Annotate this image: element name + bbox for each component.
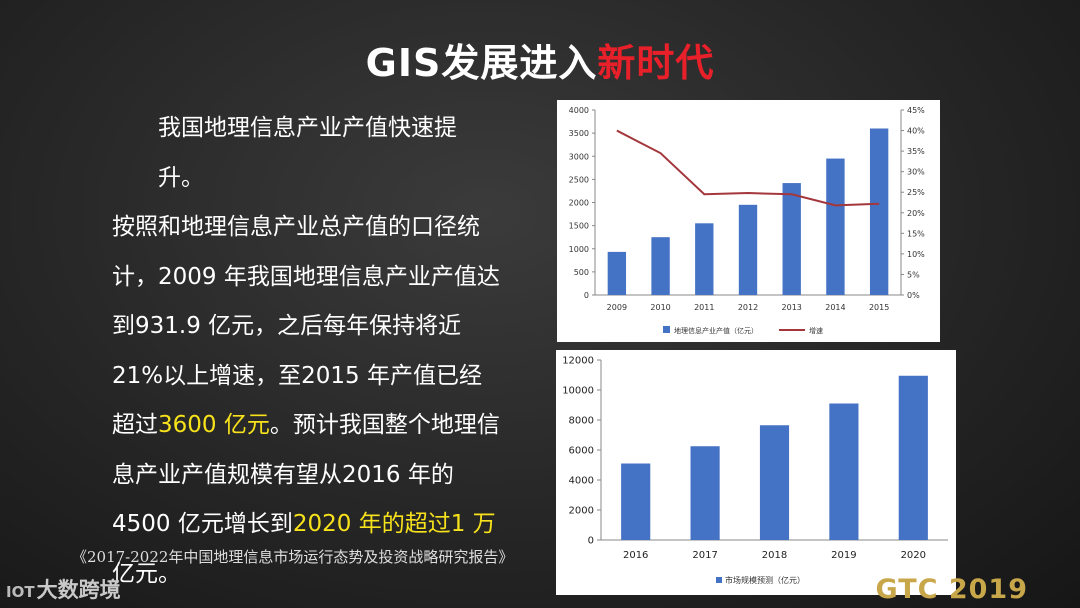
bar <box>621 463 651 540</box>
para-line-6-post: 。预计我国整个地理信 <box>269 412 500 438</box>
x-tick-label: 2012 <box>738 303 758 312</box>
y2-tick-label: 5% <box>907 270 920 279</box>
output-value-chart: 0 500 1000 1500 2000 2500 3000 3500 4000 0% 5% 10% 1… <box>557 100 940 342</box>
x-tick-label: 2010 <box>650 303 670 312</box>
y-tick-label: 12000 <box>562 356 594 367</box>
y-tick-label: 2500 <box>569 175 589 184</box>
y-tick-label: 0 <box>584 291 589 300</box>
y-tick-label: 3000 <box>569 152 589 161</box>
market-forecast-chart: 0 2000 4000 6000 8000 10000 12000 2016 2017 2018 2… <box>556 350 956 595</box>
x-tick-label: 2014 <box>825 303 845 312</box>
para-line-8-highlight: 2020 年的超过1 万 <box>292 511 496 537</box>
y2-tick-label: 30% <box>907 168 925 177</box>
para-line-5: 21%以上增速，至2015 年产值已经 <box>112 362 482 389</box>
output-value-chart-svg: 0 500 1000 1500 2000 2500 3000 3500 4000 0% 5% 10% 1… <box>569 106 926 335</box>
legend-line-label: 增速 <box>809 326 823 335</box>
x-tick-label: 2018 <box>762 550 787 561</box>
bar <box>898 375 928 540</box>
bar <box>651 237 670 295</box>
y-tick-label: 4000 <box>569 106 589 115</box>
x-tick-label: 2017 <box>692 550 717 561</box>
x-tick-label: 2015 <box>869 303 889 312</box>
y2-tick-label: 15% <box>907 229 925 238</box>
bar <box>695 223 714 295</box>
y2-tick-label: 25% <box>907 188 925 197</box>
y-tick-label: 8000 <box>569 416 594 427</box>
x-tick-label: 2020 <box>901 550 926 561</box>
bar <box>829 403 859 540</box>
brand-logo: IOT大数跨境 <box>6 574 121 604</box>
y2-tick-label: 0% <box>907 291 920 300</box>
legend-label: 市场规模预测（亿元） <box>725 575 805 585</box>
y-tick-label: 1500 <box>569 222 589 231</box>
para-line-6: 超过3600 亿元。预计我国整个地理信 <box>112 401 502 451</box>
x-tick-label: 2019 <box>831 550 856 561</box>
y2-tick-label: 35% <box>907 147 925 156</box>
bar <box>738 204 758 295</box>
y2-tick-label: 45% <box>907 106 925 115</box>
x-tick-label: 2011 <box>694 303 714 312</box>
para-line-6-pre: 超过 <box>112 412 158 438</box>
bar <box>607 251 627 295</box>
para-line-3: 计，2009 年我国地理信息产业产值达 <box>112 263 500 290</box>
brand-logo-text: 大数跨境 <box>36 578 121 602</box>
source-citation: 《2017-2022年中国地理信息市场运行态势及投资战略研究报告》 <box>72 548 514 566</box>
para-line-9: 亿元。 <box>112 560 181 587</box>
bar <box>759 425 790 540</box>
event-badge: GTC 2019 <box>875 574 1028 605</box>
bar <box>826 158 845 295</box>
x-tick-label: 2016 <box>623 550 648 561</box>
y-tick-label: 500 <box>574 268 589 277</box>
y-tick-label: 0 <box>588 536 594 547</box>
y2-tick-label: 40% <box>907 127 925 136</box>
x-tick-label: 2009 <box>607 303 627 312</box>
para-line-6-highlight: 3600 亿元 <box>158 412 270 438</box>
para-line-2: 按照和地理信息产业总产值的口径统 <box>112 214 480 240</box>
title-part2: 新时代 <box>597 41 715 85</box>
para-line-8: 4500 亿元增长到2020 年的超过1 万 <box>112 500 502 550</box>
body-paragraph: 我国地理信息产业产值快速提升。 按照和地理信息产业总产值的口径统 计，2009 … <box>112 104 502 599</box>
iot-logo-icon: IOT <box>6 583 35 601</box>
y2-tick-label: 20% <box>907 209 925 218</box>
para-line-1: 我国地理信息产业产值快速提升。 <box>158 115 457 191</box>
bar <box>782 183 801 295</box>
para-line-4: 到931.9 亿元，之后每年保持将近 <box>112 313 462 339</box>
y-tick-label: 4000 <box>569 476 594 487</box>
para-line-8-pre: 4500 亿元增长到 <box>112 511 293 537</box>
y-tick-label: 10000 <box>562 386 594 397</box>
market-forecast-chart-svg: 0 2000 4000 6000 8000 10000 12000 2016 2017 2018 2… <box>562 356 948 585</box>
legend-bar-swatch <box>663 326 670 333</box>
y-tick-label: 1000 <box>569 245 589 254</box>
title-part1: GIS发展进入 <box>365 41 598 85</box>
para-line-7: 息产业产值规模有望从2016 年的 <box>112 461 454 488</box>
legend-bar-label: 地理信息产业产值（亿元） <box>674 326 758 335</box>
legend-swatch <box>716 577 722 583</box>
page-title: GIS发展进入新时代 <box>0 32 1080 87</box>
bar <box>869 128 889 295</box>
y2-tick-label: 10% <box>907 250 925 259</box>
growth-line <box>616 129 880 207</box>
y-tick-label: 2000 <box>569 506 594 517</box>
y-tick-label: 6000 <box>569 446 594 457</box>
x-tick-label: 2013 <box>782 303 802 312</box>
y-tick-label: 2000 <box>569 199 589 208</box>
y-tick-label: 3500 <box>569 129 589 138</box>
bar <box>690 446 720 540</box>
